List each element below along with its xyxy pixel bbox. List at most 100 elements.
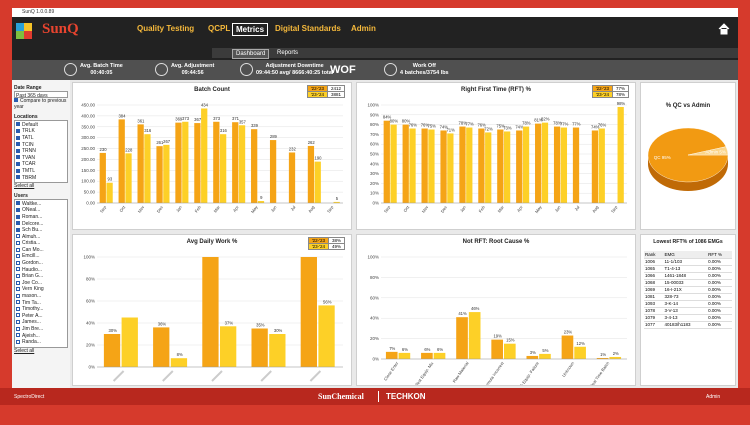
list-item[interactable]: James... [16, 319, 66, 326]
compare-option[interactable]: Compare to previous year [14, 98, 68, 111]
checkbox[interactable] [16, 339, 20, 344]
list-item[interactable]: TRLK [16, 128, 66, 135]
list-item[interactable]: Gordon... [16, 260, 66, 267]
checkbox[interactable] [16, 326, 20, 331]
checkbox[interactable] [16, 207, 20, 212]
checkbox[interactable] [16, 221, 20, 226]
list-item[interactable]: Almuh... [16, 234, 66, 241]
checkbox[interactable] [16, 148, 20, 153]
checkbox[interactable] [16, 306, 20, 311]
checkbox[interactable] [16, 273, 20, 278]
list-item[interactable]: TATL [16, 135, 66, 142]
checkbox[interactable] [16, 135, 20, 140]
checkbox[interactable] [16, 254, 20, 259]
stat: Work Off 4 batches/3754 lbs [400, 63, 449, 77]
list-item[interactable]: TBRM [16, 175, 66, 182]
stat: Avg. Adjustment 09:44:56 [171, 63, 214, 77]
table-cell: 0.00% [707, 300, 732, 308]
checkbox[interactable] [16, 201, 20, 206]
list-item[interactable]: Can Mo... [16, 247, 66, 254]
checkbox[interactable] [16, 287, 20, 292]
legend-total: 3881 [326, 91, 346, 98]
list-item[interactable]: Tim Ta... [16, 300, 66, 307]
stat: WOF [330, 63, 356, 77]
home-icon[interactable] [718, 23, 730, 35]
list-item[interactable]: Vern King [16, 286, 66, 293]
item-label: Haudio... [22, 266, 43, 273]
sub-nav-item[interactable]: Dashboard [232, 49, 270, 59]
data-label: 232 [289, 146, 297, 151]
checkbox[interactable] [14, 98, 18, 103]
nav-item[interactable]: Quality Testing [137, 24, 195, 33]
checkbox[interactable] [16, 227, 20, 232]
list-item[interactable]: Cristia... [16, 240, 66, 247]
y-tick-label: 70% [370, 132, 379, 137]
select-all[interactable]: Select all [14, 347, 35, 354]
table-row: 1077 40183/h1183 0.00% [644, 321, 732, 329]
list-item[interactable]: Roman... [16, 214, 66, 221]
list-item[interactable]: Ajeish... [16, 333, 66, 340]
data-label: 19% [493, 334, 502, 339]
list-item[interactable]: Delcore... [16, 221, 66, 228]
list-item[interactable]: TVAN [16, 155, 66, 162]
checkbox[interactable] [16, 122, 20, 127]
list-item[interactable]: Peter A... [16, 313, 66, 320]
checkbox[interactable] [16, 240, 20, 245]
list-item[interactable]: Default [16, 122, 66, 129]
checkbox[interactable] [16, 300, 20, 305]
select-all[interactable]: Select all [14, 183, 35, 190]
list-item[interactable]: TCIN [16, 142, 66, 149]
nav-item[interactable]: Digital Standards [275, 24, 341, 33]
list-item[interactable]: mason... [16, 293, 66, 300]
checkbox[interactable] [16, 267, 20, 272]
list-item[interactable]: Timothy... [16, 306, 66, 313]
list-item[interactable]: Haudio... [16, 267, 66, 274]
checkbox[interactable] [16, 333, 20, 338]
date-select[interactable]: Past 365 days [14, 91, 68, 98]
checkbox[interactable] [16, 155, 20, 160]
bar [456, 317, 468, 359]
table-row: 1069 16-I-21X 0.00% [644, 286, 732, 294]
checkbox[interactable] [16, 320, 20, 325]
data-label: 76% [598, 123, 607, 128]
nav-item[interactable]: Metrics [232, 23, 269, 36]
bar [539, 353, 551, 359]
list-item[interactable]: TMTL [16, 168, 66, 175]
checkbox[interactable] [16, 280, 20, 285]
list-item[interactable]: Randa... [16, 339, 66, 346]
brand: TECHKON [386, 392, 426, 401]
checkbox[interactable] [16, 162, 20, 167]
x-tick-placeholder [112, 370, 125, 382]
sub-nav-item[interactable]: Reports [277, 50, 299, 56]
list-item[interactable]: TCAR [16, 161, 66, 168]
list-item[interactable]: TRNN [16, 148, 66, 155]
checkbox[interactable] [16, 214, 20, 219]
x-tick-placeholder [162, 370, 174, 382]
list-item[interactable]: Sch Bu... [16, 227, 66, 234]
checkbox[interactable] [16, 168, 20, 173]
checkbox[interactable] [16, 175, 20, 180]
checkbox[interactable] [16, 293, 20, 298]
checkbox[interactable] [16, 142, 20, 147]
chart-title: Batch Count [194, 87, 230, 93]
checkbox[interactable] [16, 247, 20, 252]
chart-panel: % QC vs Admin QC 95% Admin 5% [640, 82, 736, 230]
stat-label: WOF [330, 64, 356, 76]
list-item[interactable]: Jim Bre... [16, 326, 66, 333]
checkbox[interactable] [16, 234, 20, 239]
checkbox[interactable] [16, 260, 20, 265]
nav-item[interactable]: QCPL [208, 24, 231, 33]
list-item[interactable]: Emcill... [16, 253, 66, 260]
y-tick-label: 20% [370, 181, 379, 186]
list-item[interactable]: ONeal... [16, 207, 66, 214]
stats-bar: Avg. Batch Time 00:40:05 Avg. Adjustment 09… [12, 60, 738, 80]
list-item[interactable]: Brian G... [16, 273, 66, 280]
checkbox[interactable] [16, 313, 20, 318]
nav-item[interactable]: Admin [351, 24, 376, 33]
bar [121, 317, 138, 367]
bar [182, 121, 189, 203]
checkbox[interactable] [16, 129, 20, 134]
list-item[interactable]: Waltke... [16, 201, 66, 208]
list-item[interactable]: Joe Co... [16, 280, 66, 287]
